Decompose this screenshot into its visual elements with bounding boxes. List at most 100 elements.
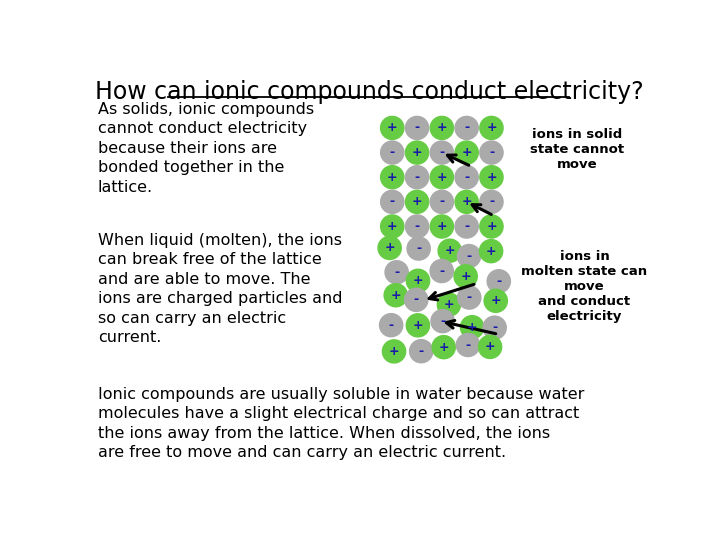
Text: ions in
molten state can
move
and conduct
electricity: ions in molten state can move and conduc…: [521, 249, 647, 322]
Text: -: -: [496, 275, 501, 288]
Circle shape: [405, 215, 428, 238]
Text: -: -: [464, 122, 469, 134]
Circle shape: [437, 293, 461, 316]
Circle shape: [410, 340, 433, 363]
Text: +: +: [436, 122, 447, 134]
Text: +: +: [462, 146, 472, 159]
Text: -: -: [465, 339, 471, 352]
Text: +: +: [444, 298, 454, 311]
Circle shape: [487, 269, 510, 293]
Circle shape: [480, 240, 503, 262]
Circle shape: [384, 284, 408, 307]
Circle shape: [430, 260, 454, 282]
Text: ions in solid
state cannot
move: ions in solid state cannot move: [530, 128, 624, 171]
Text: -: -: [415, 171, 420, 184]
Circle shape: [381, 166, 404, 189]
Circle shape: [431, 117, 454, 139]
Circle shape: [455, 117, 478, 139]
Text: -: -: [467, 291, 472, 304]
Circle shape: [456, 334, 480, 356]
Circle shape: [432, 336, 455, 359]
Circle shape: [480, 117, 503, 139]
Text: +: +: [387, 171, 397, 184]
Text: +: +: [413, 319, 423, 332]
Circle shape: [457, 245, 481, 268]
Text: +: +: [390, 289, 401, 302]
Text: +: +: [384, 241, 395, 254]
Circle shape: [438, 239, 462, 262]
Circle shape: [405, 288, 428, 312]
Circle shape: [480, 166, 503, 189]
Text: -: -: [439, 195, 444, 208]
Text: +: +: [486, 220, 497, 233]
Circle shape: [381, 117, 404, 139]
Circle shape: [483, 316, 506, 339]
Circle shape: [405, 117, 428, 139]
Text: +: +: [462, 195, 472, 208]
Circle shape: [406, 269, 430, 292]
Circle shape: [379, 314, 402, 337]
Text: -: -: [489, 195, 494, 208]
Circle shape: [431, 215, 454, 238]
Circle shape: [478, 335, 502, 359]
Text: +: +: [486, 171, 497, 184]
Circle shape: [455, 141, 478, 164]
Text: -: -: [415, 122, 420, 134]
Text: +: +: [438, 341, 449, 354]
Text: +: +: [486, 245, 496, 258]
Circle shape: [455, 190, 478, 213]
Circle shape: [381, 190, 404, 213]
Circle shape: [431, 309, 454, 333]
Circle shape: [381, 215, 404, 238]
Circle shape: [431, 141, 454, 164]
Text: +: +: [486, 122, 497, 134]
Text: -: -: [464, 220, 469, 233]
Circle shape: [381, 141, 404, 164]
Text: +: +: [412, 195, 423, 208]
Text: When liquid (molten), the ions
can break free of the lattice
and are able to mov: When liquid (molten), the ions can break…: [98, 233, 342, 346]
Text: -: -: [390, 146, 395, 159]
Circle shape: [405, 190, 428, 213]
Circle shape: [385, 261, 408, 284]
Text: -: -: [416, 242, 421, 255]
Circle shape: [461, 316, 484, 339]
Circle shape: [455, 215, 478, 238]
Text: -: -: [389, 319, 394, 332]
Circle shape: [378, 237, 401, 259]
Text: -: -: [439, 265, 444, 278]
Circle shape: [431, 190, 454, 213]
Text: +: +: [412, 146, 423, 159]
Text: +: +: [460, 270, 471, 283]
Circle shape: [405, 141, 428, 164]
Circle shape: [407, 237, 431, 260]
Text: -: -: [418, 345, 424, 357]
Circle shape: [405, 166, 428, 189]
Text: -: -: [414, 293, 419, 306]
Circle shape: [455, 166, 478, 189]
Circle shape: [484, 289, 508, 312]
Text: Ionic compounds are usually soluble in water because water
molecules have a slig: Ionic compounds are usually soluble in w…: [98, 387, 584, 460]
Text: +: +: [444, 244, 455, 257]
Circle shape: [406, 314, 430, 337]
Text: -: -: [467, 249, 472, 262]
Text: -: -: [440, 315, 445, 328]
Text: +: +: [490, 294, 501, 307]
Text: +: +: [387, 220, 397, 233]
Text: +: +: [485, 340, 495, 353]
Text: +: +: [389, 345, 400, 358]
Text: How can ionic compounds conduct electricity?: How can ionic compounds conduct electric…: [95, 80, 643, 104]
Circle shape: [480, 141, 503, 164]
Text: As solids, ionic compounds
cannot conduct electricity
because their ions are
bon: As solids, ionic compounds cannot conduc…: [98, 102, 314, 195]
Circle shape: [431, 166, 454, 189]
Text: -: -: [464, 171, 469, 184]
Text: -: -: [489, 146, 494, 159]
Text: -: -: [390, 195, 395, 208]
Circle shape: [480, 190, 503, 213]
Text: -: -: [439, 146, 444, 159]
Text: +: +: [387, 122, 397, 134]
Circle shape: [382, 340, 405, 363]
Text: +: +: [467, 321, 477, 334]
Text: -: -: [415, 220, 420, 233]
Text: +: +: [436, 171, 447, 184]
Text: +: +: [436, 220, 447, 233]
